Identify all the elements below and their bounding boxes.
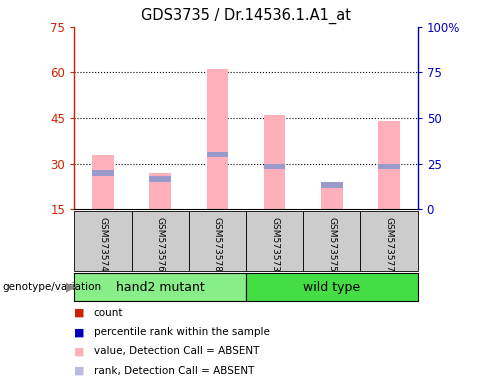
Text: hand2 mutant: hand2 mutant bbox=[116, 281, 204, 293]
Text: GSM573575: GSM573575 bbox=[327, 217, 336, 272]
Bar bbox=[264, 164, 286, 169]
Text: GSM573576: GSM573576 bbox=[156, 217, 165, 272]
Text: wild type: wild type bbox=[303, 281, 360, 293]
Text: ■: ■ bbox=[74, 346, 85, 356]
Bar bbox=[246, 211, 303, 271]
Text: genotype/variation: genotype/variation bbox=[2, 282, 102, 292]
Bar bbox=[321, 188, 343, 209]
Bar bbox=[206, 152, 228, 157]
Text: GSM573574: GSM573574 bbox=[98, 217, 108, 272]
Bar bbox=[132, 211, 189, 271]
Bar bbox=[149, 176, 171, 182]
Text: GSM573573: GSM573573 bbox=[270, 217, 279, 272]
Bar bbox=[74, 211, 132, 271]
Bar bbox=[360, 211, 418, 271]
Bar bbox=[74, 273, 246, 301]
Bar bbox=[246, 273, 418, 301]
Bar bbox=[92, 170, 114, 175]
Bar bbox=[189, 211, 246, 271]
Text: percentile rank within the sample: percentile rank within the sample bbox=[94, 327, 269, 337]
Text: count: count bbox=[94, 308, 123, 318]
Text: ■: ■ bbox=[74, 366, 85, 376]
Bar bbox=[92, 155, 114, 209]
Bar bbox=[149, 173, 171, 209]
Text: ■: ■ bbox=[74, 308, 85, 318]
Text: rank, Detection Call = ABSENT: rank, Detection Call = ABSENT bbox=[94, 366, 254, 376]
Text: GSM573577: GSM573577 bbox=[384, 217, 394, 272]
Bar bbox=[378, 121, 400, 209]
Bar bbox=[264, 115, 286, 209]
Bar bbox=[303, 211, 360, 271]
Text: ■: ■ bbox=[74, 327, 85, 337]
Bar bbox=[321, 182, 343, 188]
Bar bbox=[378, 164, 400, 169]
Text: GSM573578: GSM573578 bbox=[213, 217, 222, 272]
Bar bbox=[206, 70, 228, 209]
Text: ▶: ▶ bbox=[66, 281, 76, 293]
Title: GDS3735 / Dr.14536.1.A1_at: GDS3735 / Dr.14536.1.A1_at bbox=[141, 8, 351, 24]
Text: value, Detection Call = ABSENT: value, Detection Call = ABSENT bbox=[94, 346, 259, 356]
